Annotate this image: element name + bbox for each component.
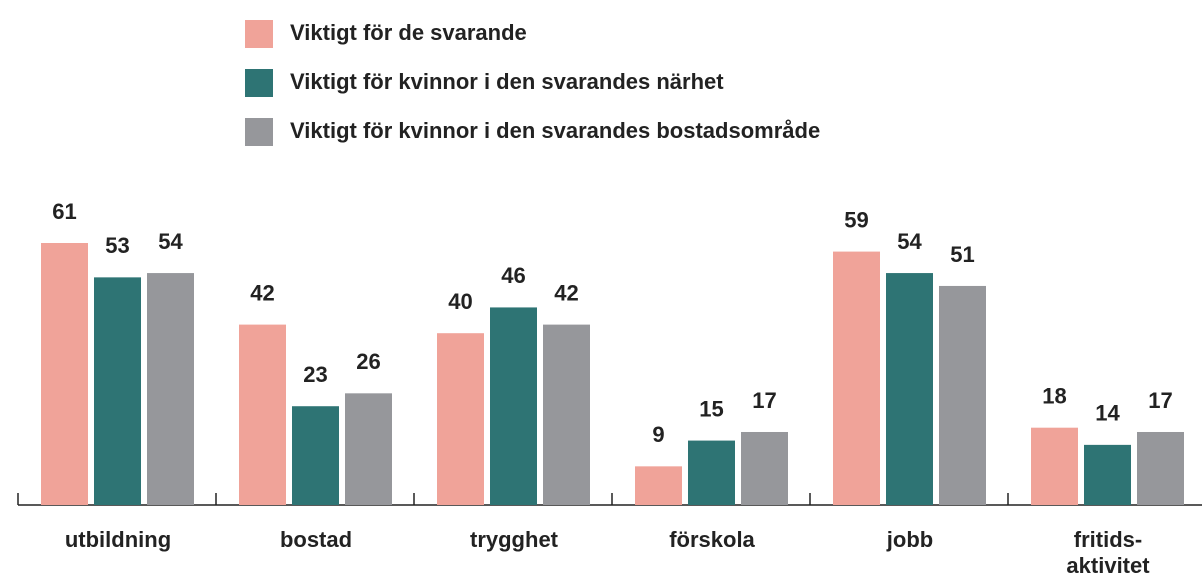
value-label: 54 [158,229,183,254]
x-tick-label: trygghet [470,527,559,552]
legend-swatch [245,69,273,97]
value-label: 23 [303,362,327,387]
value-label: 46 [501,263,525,288]
bar [41,243,88,505]
bar [94,277,141,505]
bar [437,333,484,505]
bar [147,273,194,505]
value-label: 9 [652,422,664,447]
x-tick-label: förskola [669,527,755,552]
value-label: 61 [52,199,76,224]
bar [490,307,537,505]
bar [543,324,590,505]
value-label: 40 [448,289,472,314]
value-label: 53 [105,233,129,258]
value-label: 15 [699,396,723,421]
x-tick-label: fritids-aktivitet [1066,527,1150,578]
value-label: 42 [554,280,578,305]
legend-swatch [245,20,273,48]
value-label: 51 [950,242,974,267]
bar [1137,431,1184,505]
bar [833,251,880,505]
bar [886,273,933,505]
bar [1084,444,1131,505]
value-label: 17 [752,388,776,413]
value-label: 18 [1042,384,1066,409]
value-label: 42 [250,280,274,305]
bar [939,285,986,505]
value-label: 17 [1148,388,1172,413]
bar [635,466,682,505]
value-label: 59 [844,207,868,232]
value-label: 14 [1095,401,1120,426]
bar [345,393,392,505]
bar [741,431,788,505]
legend-label: Viktigt för de svarande [290,20,527,45]
legend-label: Viktigt för kvinnor i den svarandes närh… [290,69,724,94]
value-label: 54 [897,229,922,254]
value-label: 26 [356,349,380,374]
x-tick-label: utbildning [65,527,171,552]
bar [1031,427,1078,505]
bar [239,324,286,505]
bar [292,406,339,505]
legend-swatch [245,118,273,146]
x-tick-label: bostad [280,527,352,552]
bar [688,440,735,505]
legend-label: Viktigt för kvinnor i den svarandes bost… [290,118,820,143]
x-tick-label: jobb [886,527,933,552]
